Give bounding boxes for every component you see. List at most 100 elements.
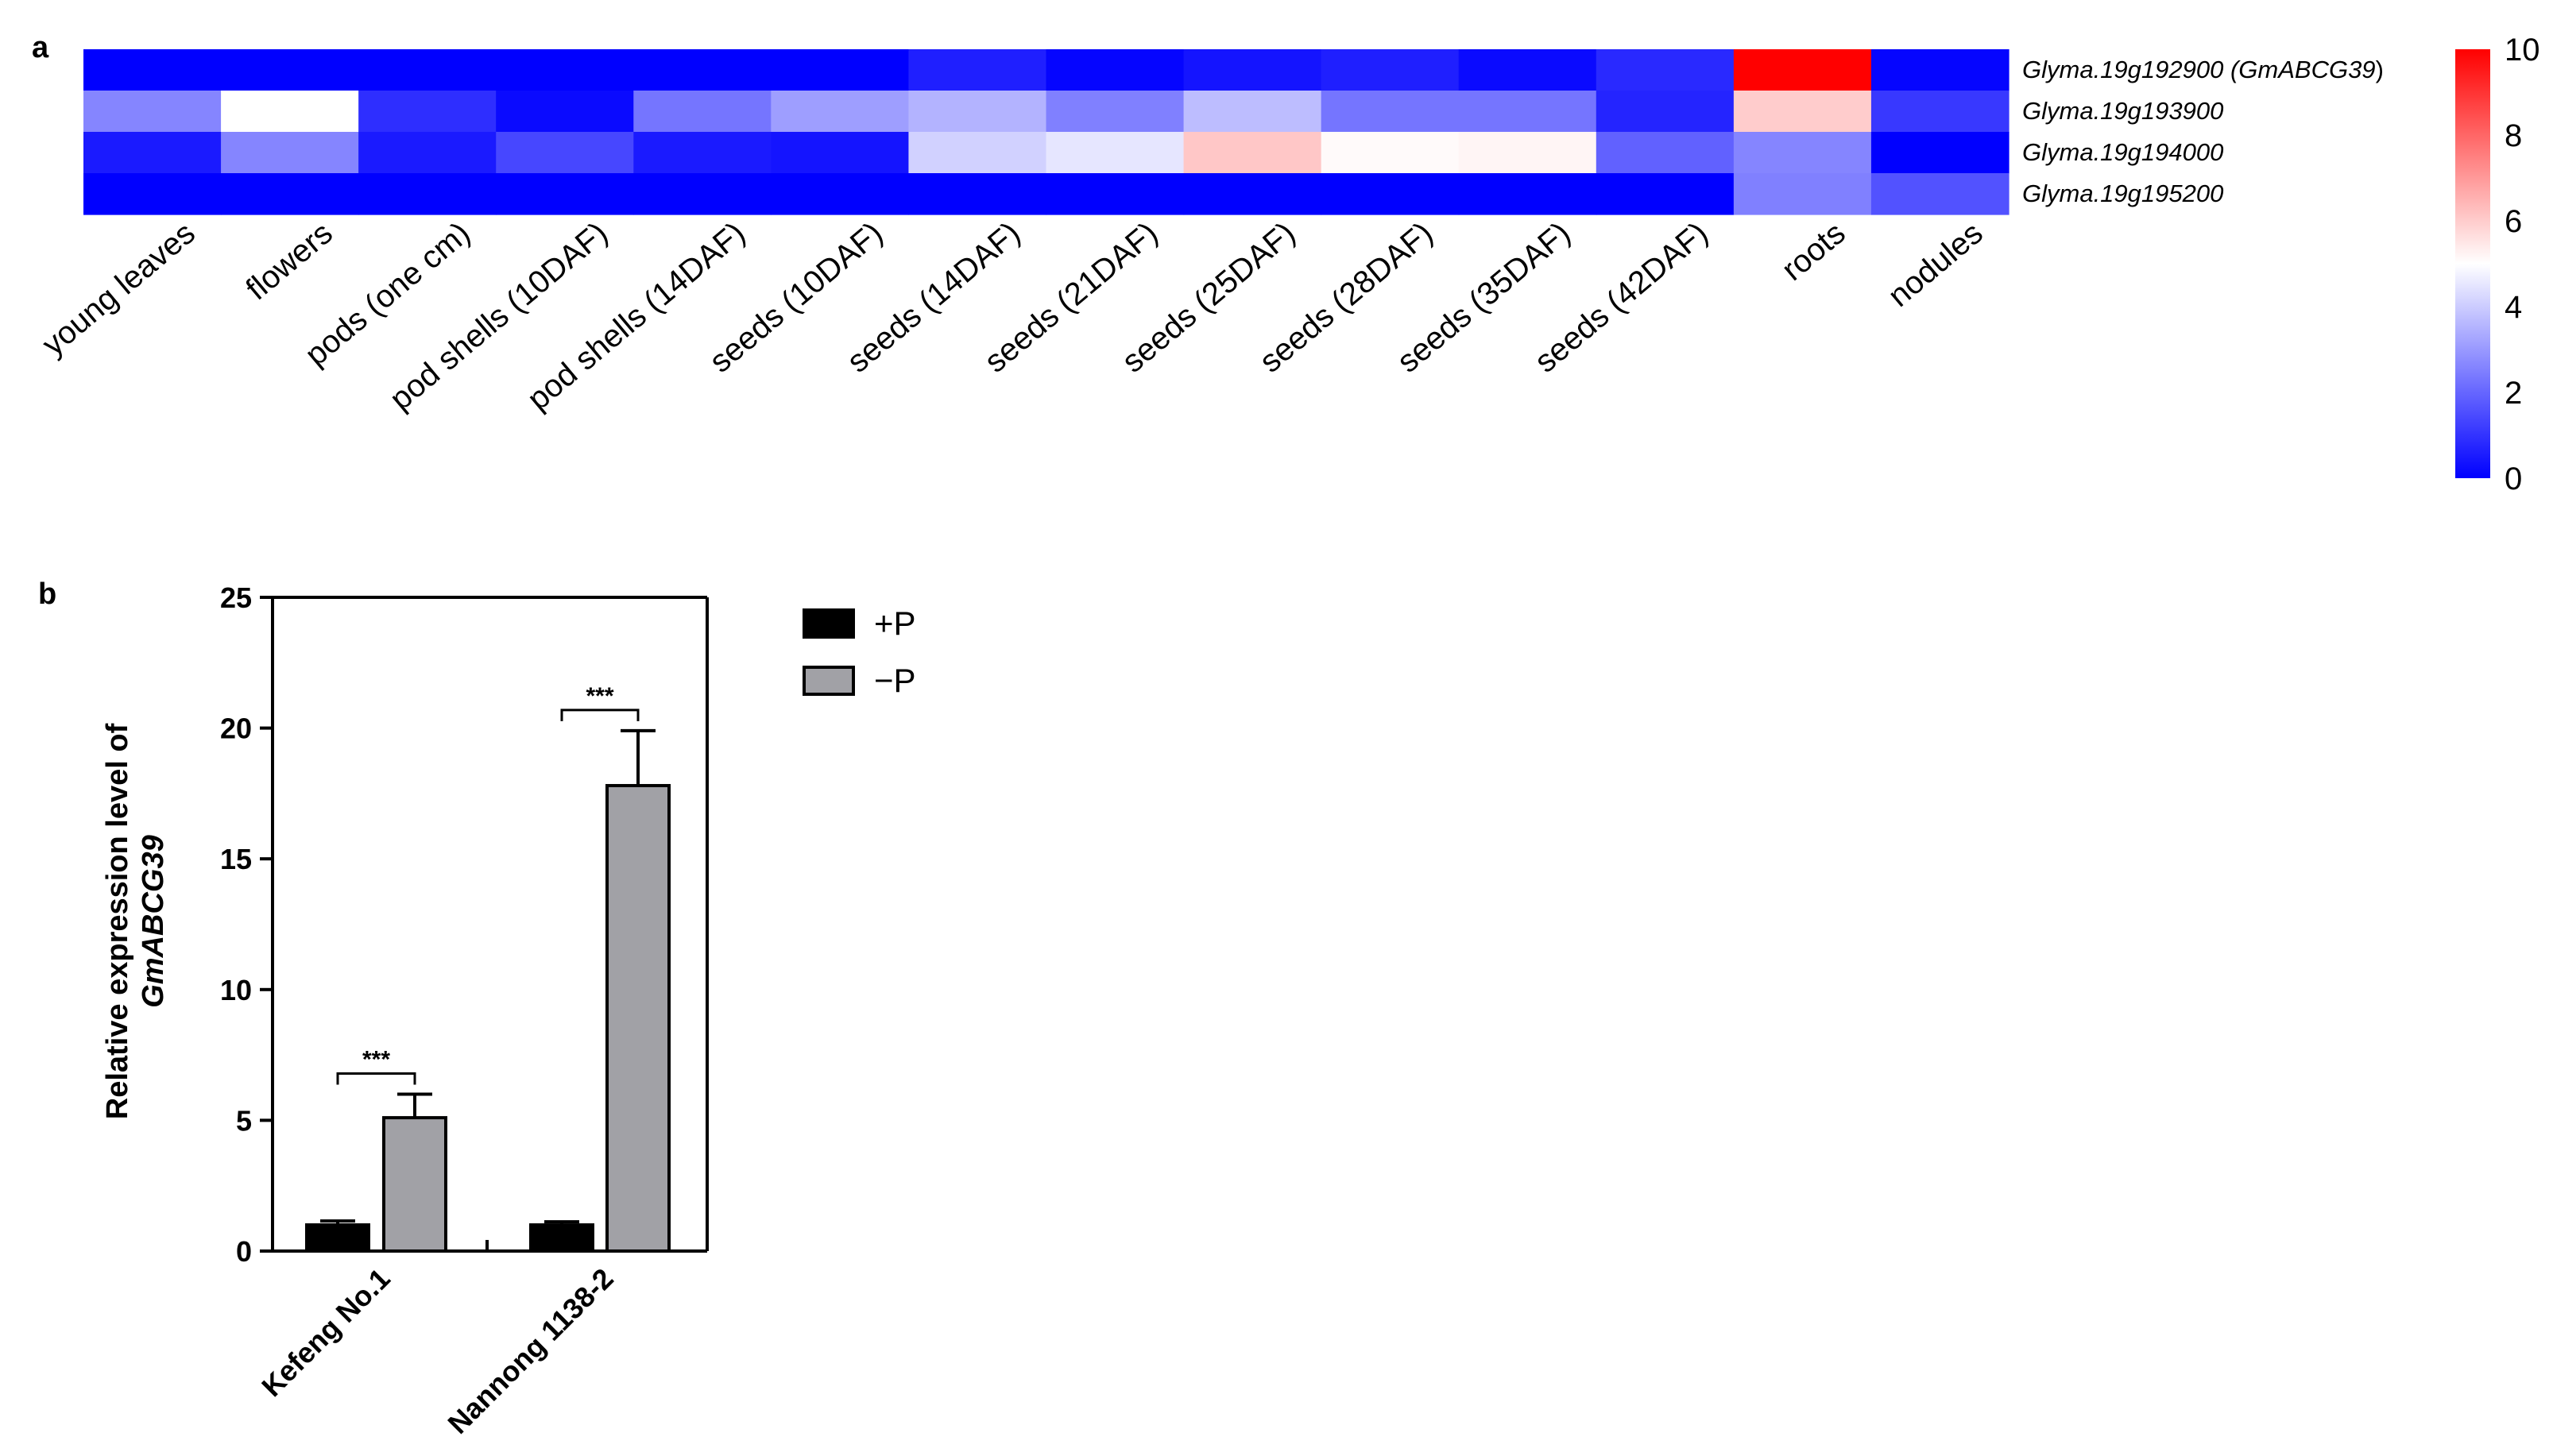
colorbar-tick-label: 4 xyxy=(2505,290,2522,325)
legend-label: +P xyxy=(874,604,916,642)
heatmap-cell xyxy=(83,132,222,174)
heatmap-cell xyxy=(221,49,359,91)
y-tick-label: 10 xyxy=(220,974,252,1006)
heatmap-column-label: roots xyxy=(1775,215,1851,288)
heatmap-cell xyxy=(83,49,222,91)
colorbar-tick-label: 10 xyxy=(2505,33,2540,68)
panel-label-b: b xyxy=(38,577,56,611)
heatmap-cell xyxy=(358,132,497,174)
heatmap-cell xyxy=(1183,173,1322,215)
heatmap-cell xyxy=(1046,132,1185,174)
heatmap-cell xyxy=(908,49,1047,91)
heatmap-cell xyxy=(633,49,772,91)
heatmap-cell xyxy=(1458,91,1597,133)
y-axis-label: Relative expression level of xyxy=(101,723,134,1119)
colorbar-ticks: 0 2 4 6 8 10 xyxy=(2505,33,2540,496)
bar xyxy=(529,1223,594,1253)
heatmap-cell xyxy=(633,132,772,174)
bar-series xyxy=(305,728,671,1253)
heatmap-column-label: nodules xyxy=(1882,215,1990,314)
heatmap-column-label: young leaves xyxy=(36,215,202,362)
heatmap-cell xyxy=(633,91,772,133)
bar xyxy=(382,1116,447,1253)
heatmap-cell xyxy=(1321,91,1460,133)
heatmap-cell xyxy=(1046,91,1185,133)
colorbar-tick-label: 0 xyxy=(2505,462,2522,496)
heatmap-cell xyxy=(358,91,497,133)
heatmap-cell xyxy=(496,49,634,91)
heatmap-cell xyxy=(1733,91,1872,133)
heatmap-cell xyxy=(83,91,222,133)
significance-bracket xyxy=(336,1072,416,1085)
heatmap-cell xyxy=(1458,173,1597,215)
heatmap-cell xyxy=(633,173,772,215)
heatmap-row-label: Glyma.19g192900 (GmABCG39) xyxy=(2022,56,2384,83)
heatmap-cell xyxy=(1183,91,1322,133)
heatmap-cell xyxy=(1596,49,1735,91)
y-tick-label: 15 xyxy=(220,843,252,875)
heatmap-cells xyxy=(83,49,2010,215)
heatmap-cell xyxy=(1870,173,2010,215)
heatmap-cell xyxy=(1321,49,1460,91)
legend: +P −P xyxy=(803,604,916,699)
heatmap-cell xyxy=(83,173,222,215)
legend-swatch xyxy=(803,608,855,639)
panel-label-a: a xyxy=(32,31,49,64)
heatmap-cell xyxy=(1733,173,1872,215)
heatmap-cell xyxy=(1321,132,1460,174)
colorbar xyxy=(2455,49,2490,478)
x-category-label: Nannong 1138-2 xyxy=(441,1262,619,1440)
heatmap-cell xyxy=(771,49,910,91)
heatmap-cell xyxy=(1870,91,2010,133)
heatmap-cell xyxy=(908,91,1047,133)
heatmap-cell xyxy=(771,173,910,215)
heatmap-cell xyxy=(496,173,634,215)
heatmap-cell xyxy=(358,49,497,91)
bar xyxy=(605,784,671,1253)
heatmap-cell xyxy=(908,173,1047,215)
heatmap-row-label: Glyma.19g195200 xyxy=(2022,180,2223,207)
legend-swatch xyxy=(803,666,855,696)
y-tick-label: 0 xyxy=(236,1235,252,1268)
significance-marks: *** *** xyxy=(336,683,640,1085)
heatmap-cell xyxy=(496,132,634,174)
colorbar-tick-label: 2 xyxy=(2505,376,2522,411)
heatmap-cell xyxy=(221,91,359,133)
x-category-label: Kefeng No.1 xyxy=(255,1262,396,1404)
heatmap-cell xyxy=(1458,49,1597,91)
heatmap-cell xyxy=(1596,132,1735,174)
legend-label: −P xyxy=(874,662,916,699)
heatmap-cell xyxy=(1870,132,2010,174)
heatmap-cell xyxy=(1046,49,1185,91)
bar-panel: b 0 5 10 15 20 25 Kefeng No.1 Nannong 1138-2 **… xyxy=(38,577,916,1440)
colorbar-tick-label: 8 xyxy=(2505,118,2522,153)
heatmap-cell xyxy=(1046,173,1185,215)
y-tick-label: 5 xyxy=(236,1104,252,1137)
heatmap-row-labels: Glyma.19g192900 (GmABCG39) Glyma.19g19390… xyxy=(2022,56,2384,207)
heatmap-row-label: Glyma.19g193900 xyxy=(2022,97,2223,125)
heatmap-cell xyxy=(1733,132,1872,174)
heatmap-cell xyxy=(1596,173,1735,215)
heatmap-cell xyxy=(771,132,910,174)
heatmap-cell xyxy=(1321,173,1460,215)
colorbar-tick-label: 6 xyxy=(2505,204,2522,239)
significance-bracket xyxy=(560,709,640,721)
heatmap-cell xyxy=(1870,49,2010,91)
significance-label: *** xyxy=(362,1046,390,1072)
heatmap-cell xyxy=(1183,132,1322,174)
y-tick-label: 25 xyxy=(220,581,252,614)
heatmap-cell xyxy=(221,132,359,174)
heatmap-cell xyxy=(358,173,497,215)
heatmap-panel: a Glyma.19g192900 (GmABCG39) Glyma.19g193… xyxy=(32,31,2540,496)
bar xyxy=(305,1223,370,1253)
heatmap-cell xyxy=(1183,49,1322,91)
y-axis-label-gene: GmABCG39 xyxy=(137,835,170,1008)
heatmap-column-label: flowers xyxy=(240,215,339,307)
heatmap-cell xyxy=(221,173,359,215)
heatmap-cell xyxy=(908,132,1047,174)
heatmap-cell xyxy=(1733,49,1872,91)
heatmap-row-label: Glyma.19g194000 xyxy=(2022,138,2223,166)
significance-label: *** xyxy=(586,683,613,709)
heatmap-cell xyxy=(1596,91,1735,133)
